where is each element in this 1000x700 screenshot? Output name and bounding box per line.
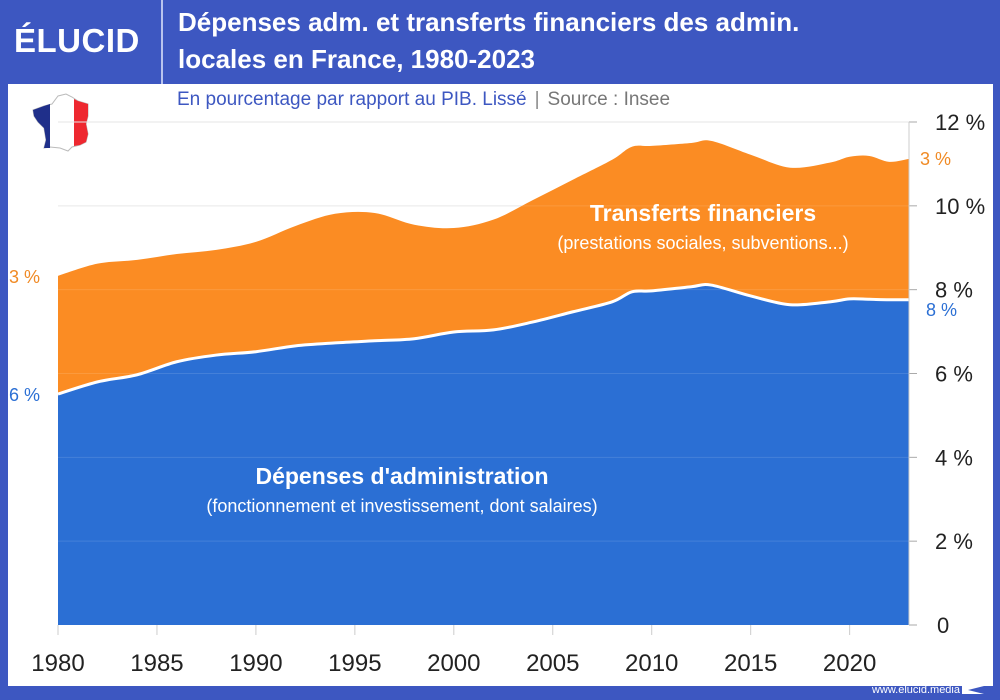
admin-label: Dépenses d'administration (255, 463, 548, 489)
subtitle-separator: | (534, 89, 540, 110)
admin-note: (fonctionnement et investissement, dont … (206, 496, 597, 516)
footer-url: www.elucid.media (871, 684, 960, 696)
admin-end-label: 8 % (926, 300, 957, 320)
x-tick-label: 2000 (427, 650, 480, 677)
title-line-2: locales en France, 1980-2023 (178, 44, 536, 74)
y-tick-label: 12 % (935, 110, 985, 135)
x-tick-label: 2010 (625, 650, 678, 677)
header: ÉLUCID Dépenses adm. et transferts finan… (0, 0, 1000, 84)
y-tick-label: 8 % (935, 278, 973, 303)
transfers-start-label: 3 % (9, 267, 40, 287)
header-divider (161, 0, 163, 84)
elucid-mark-icon (962, 682, 984, 694)
x-tick-label: 2020 (823, 650, 876, 677)
x-tick-label: 2005 (526, 650, 579, 677)
y-tick-label: 4 % (935, 445, 973, 470)
labels: Transferts financiers (prestations socia… (9, 149, 957, 516)
y-tick-label: 2 % (935, 529, 973, 554)
admin-start-label: 6 % (9, 385, 40, 405)
axes: 0 2 % 4 % 6 % 8 % 10 % 12 % 1980 1985 1990 1995 200… (31, 110, 985, 677)
transfers-label: Transferts financiers (590, 200, 816, 226)
x-tick-label: 1995 (328, 650, 381, 677)
y-tick-label: 6 % (935, 362, 973, 387)
x-tick-label: 2015 (724, 650, 777, 677)
admin-area (58, 284, 909, 625)
subtitle: En pourcentage par rapport au PIB. Lissé… (177, 89, 670, 111)
areas (57, 140, 910, 625)
transfers-end-label: 3 % (920, 149, 951, 169)
y-tick-label: 0 (937, 613, 949, 638)
transfers-note: (prestations sociales, subventions...) (557, 233, 848, 253)
source-text: Source : Insee (547, 89, 671, 110)
x-tick-label: 1985 (130, 650, 183, 677)
x-tick-label: 1990 (229, 650, 282, 677)
admin-boundary-line (57, 283, 910, 396)
title-line-1: Dépenses adm. et transferts financiers d… (178, 7, 800, 37)
x-tick-label: 1980 (31, 650, 84, 677)
elucid-logo: ÉLUCID (14, 22, 140, 59)
subtitle-text: En pourcentage par rapport au PIB. Lissé (177, 89, 527, 110)
chart-title: Dépenses adm. et transferts financiers d… (178, 4, 799, 78)
y-tick-label: 10 % (935, 194, 985, 219)
